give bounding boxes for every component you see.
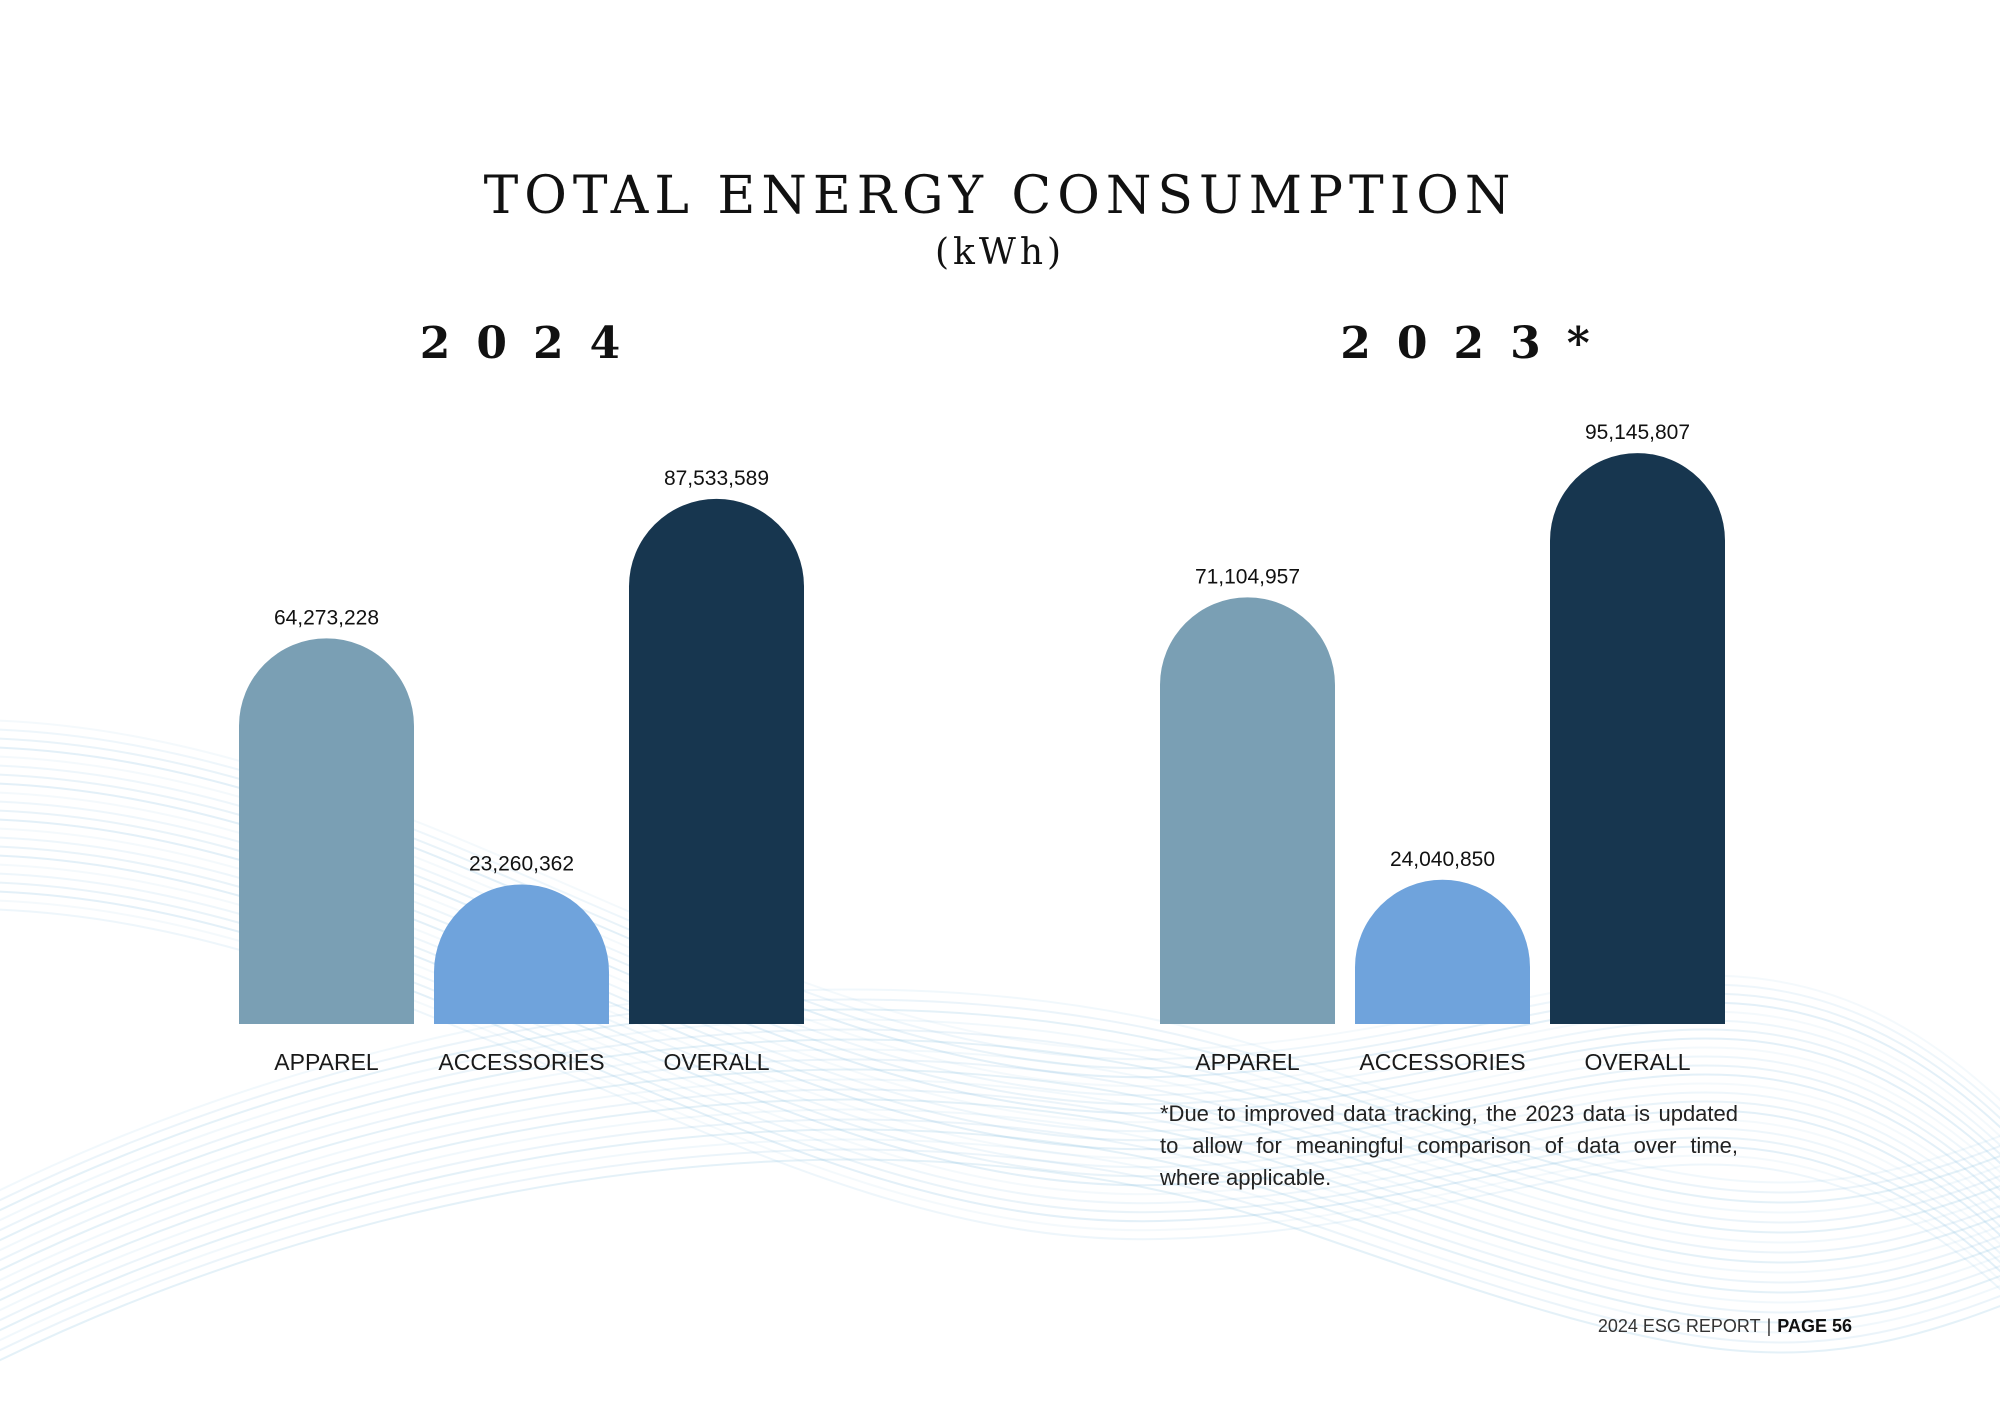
chart-subtitle-unit: (kWh) [934,232,1066,273]
background-wave-line [0,988,2000,1192]
bar-2024-apparel [239,638,414,1024]
year-heading-2024: 2024 [419,318,647,369]
category-label-2024-overall: OVERALL [663,1049,769,1075]
chart-title: TOTAL ENERGY CONSUMPTION [483,166,1517,226]
footer-report-name: 2024 ESG REPORT [1597,1316,1761,1336]
footnote: *Due to improved data tracking, the 2023… [1160,1101,1738,1190]
background-wave-line [0,1018,2000,1222]
bar-2024-accessories [434,884,609,1024]
bar-2024-overall [629,498,804,1024]
value-label-2024-overall: 87,533,589 [664,467,769,490]
background-wave-line [0,1048,2000,1252]
value-label-2023-overall: 95,145,807 [1585,421,1690,444]
category-label-2024-accessories: ACCESSORIES [438,1049,604,1075]
background-wave-line [0,1088,2000,1292]
background-wave-line [0,1128,2000,1332]
background-wave-line [0,998,2000,1202]
footer-separator: | [1766,1316,1772,1336]
footer-page-number: PAGE 56 [1777,1316,1852,1336]
background-wave-line [0,1148,2000,1352]
background-wave-line [0,1068,2000,1272]
background-wave-line [0,1118,2000,1322]
category-label-2024-apparel: APPAREL [274,1049,379,1075]
background-wave-line [0,1108,2000,1312]
background-wave-line [0,1138,2000,1342]
background-wave-line [0,1008,2000,1212]
category-label-2023-accessories: ACCESSORIES [1359,1049,1525,1075]
background-wave-line [0,1078,2000,1282]
background-wave-line [0,1058,2000,1262]
bar-2023-accessories [1355,879,1530,1024]
background-wave-line [0,1158,2000,1362]
page-footer: 2024 ESG REPORT | PAGE 56 [1598,1316,1852,1337]
category-label-2023-apparel: APPAREL [1195,1049,1300,1075]
value-label-2023-apparel: 71,104,957 [1195,565,1300,588]
value-label-2024-apparel: 64,273,228 [274,606,379,629]
category-label-2023-overall: OVERALL [1584,1049,1690,1075]
background-wave-line [0,1038,2000,1242]
value-label-2024-accessories: 23,260,362 [469,852,574,875]
bar-2023-overall [1550,453,1725,1024]
background-wave-line [0,1028,2000,1232]
bar-2023-apparel [1160,597,1335,1024]
year-heading-2023: 2023* [1340,318,1616,369]
value-label-2023-accessories: 24,040,850 [1390,848,1495,871]
background-wave-line [0,1098,2000,1302]
